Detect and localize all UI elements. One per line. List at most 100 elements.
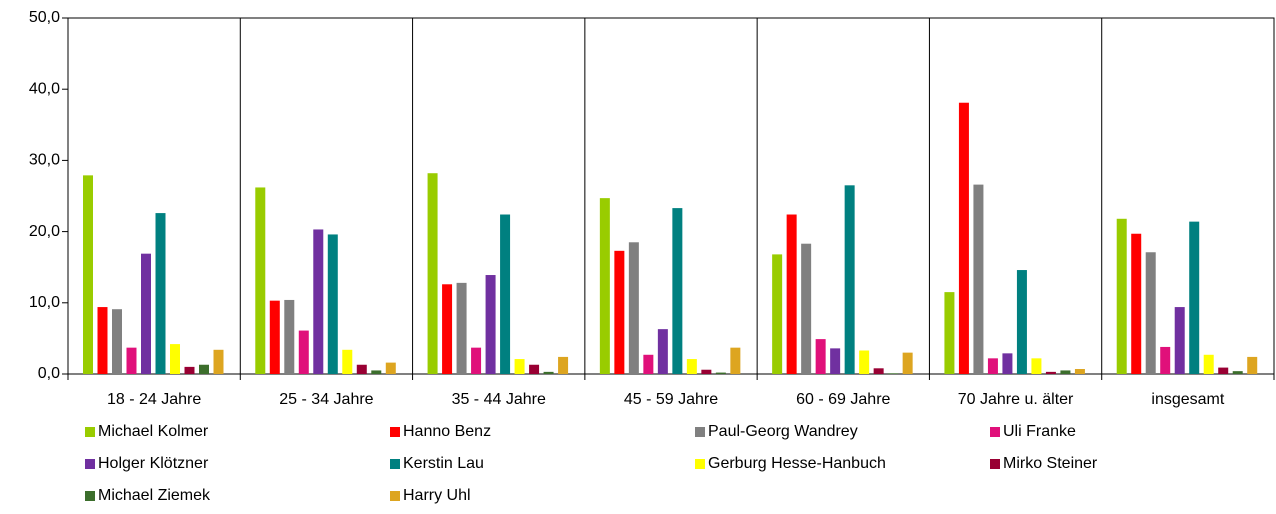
legend-swatch bbox=[695, 427, 705, 437]
bar bbox=[1060, 370, 1071, 374]
legend-label: Mirko Steiner bbox=[1003, 455, 1098, 472]
legend-swatch bbox=[390, 427, 400, 437]
bar bbox=[1160, 346, 1171, 374]
legend-swatch bbox=[390, 459, 400, 469]
x-tick-label: 35 - 44 Jahre bbox=[452, 391, 546, 408]
bar bbox=[830, 348, 841, 374]
bar bbox=[973, 184, 984, 374]
legend-swatch bbox=[990, 427, 1000, 437]
bar bbox=[815, 339, 826, 374]
bar bbox=[628, 242, 639, 374]
legend-swatch bbox=[695, 459, 705, 469]
bar bbox=[1002, 353, 1013, 374]
bar bbox=[1174, 307, 1185, 374]
legend-label: Gerburg Hesse-Hanbuch bbox=[708, 455, 886, 472]
bar bbox=[255, 187, 266, 374]
y-tick-label: 50,0 bbox=[29, 9, 60, 26]
bar bbox=[801, 243, 812, 374]
legend-label: Michael Ziemek bbox=[98, 487, 211, 504]
y-tick-label: 40,0 bbox=[29, 80, 60, 97]
bar bbox=[859, 350, 870, 374]
y-tick-label: 0,0 bbox=[38, 365, 60, 382]
bar bbox=[485, 275, 496, 374]
bar bbox=[1131, 233, 1142, 374]
bar bbox=[558, 356, 569, 374]
y-tick-label: 30,0 bbox=[29, 152, 60, 169]
legend-swatch bbox=[390, 491, 400, 501]
x-tick-label: 70 Jahre u. älter bbox=[958, 391, 1074, 408]
bar bbox=[371, 370, 382, 374]
x-tick-label: insgesamt bbox=[1151, 391, 1224, 408]
bar bbox=[786, 214, 797, 374]
legend-label: Michael Kolmer bbox=[98, 423, 209, 440]
bar bbox=[184, 366, 195, 374]
bar bbox=[199, 364, 209, 374]
x-tick-label: 18 - 24 Jahre bbox=[107, 391, 201, 408]
bar bbox=[514, 359, 525, 374]
legend-label: Harry Uhl bbox=[403, 487, 471, 504]
bar bbox=[1232, 371, 1243, 374]
bar bbox=[1045, 371, 1056, 374]
bar bbox=[342, 349, 353, 374]
bar bbox=[958, 102, 969, 374]
bar bbox=[155, 213, 166, 374]
bar bbox=[1218, 367, 1229, 374]
bar bbox=[672, 208, 683, 374]
bar bbox=[427, 173, 438, 374]
legend-swatch bbox=[990, 459, 1000, 469]
bar bbox=[902, 352, 913, 374]
bar bbox=[614, 250, 625, 374]
bar bbox=[112, 309, 122, 374]
bar bbox=[715, 372, 726, 374]
bar bbox=[944, 292, 955, 374]
legend-label: Holger Klötzner bbox=[98, 455, 209, 472]
bar bbox=[701, 369, 712, 374]
bar bbox=[888, 373, 899, 374]
legend-label: Paul-Georg Wandrey bbox=[708, 423, 858, 440]
bar bbox=[327, 234, 338, 374]
legend-label: Uli Franke bbox=[1003, 423, 1076, 440]
bar bbox=[97, 307, 108, 374]
bar bbox=[298, 330, 309, 374]
bar bbox=[543, 371, 554, 374]
bar bbox=[1189, 221, 1200, 374]
bar bbox=[1203, 354, 1214, 374]
bar bbox=[141, 253, 151, 374]
x-tick-label: 25 - 34 Jahre bbox=[279, 391, 373, 408]
bar bbox=[83, 175, 93, 374]
plot-area bbox=[67, 17, 1275, 375]
bar bbox=[456, 282, 467, 374]
bar bbox=[1031, 358, 1042, 374]
bar bbox=[873, 368, 884, 374]
x-tick-label: 45 - 59 Jahre bbox=[624, 391, 718, 408]
bar bbox=[1074, 369, 1085, 374]
bar bbox=[987, 358, 998, 374]
y-tick-label: 10,0 bbox=[29, 294, 60, 311]
bar bbox=[1016, 270, 1027, 374]
bar bbox=[599, 198, 610, 374]
bar bbox=[213, 349, 224, 374]
legend-swatch bbox=[85, 427, 95, 437]
bar bbox=[269, 300, 280, 374]
bar bbox=[170, 344, 180, 374]
legend-swatch bbox=[85, 491, 95, 501]
bar bbox=[313, 229, 324, 374]
bar bbox=[657, 329, 668, 374]
x-tick-label: 60 - 69 Jahre bbox=[796, 391, 890, 408]
bar bbox=[529, 364, 540, 374]
bar bbox=[284, 299, 295, 374]
bar bbox=[1116, 218, 1127, 374]
bar bbox=[844, 185, 855, 374]
legend-label: Hanno Benz bbox=[403, 423, 491, 440]
bar bbox=[500, 214, 511, 374]
legend-swatch bbox=[85, 459, 95, 469]
bar bbox=[1247, 356, 1258, 374]
legend-label: Kerstin Lau bbox=[403, 455, 484, 472]
bar bbox=[686, 359, 697, 374]
bar bbox=[126, 347, 137, 374]
bar bbox=[356, 364, 367, 374]
bar bbox=[1145, 252, 1156, 374]
bar bbox=[385, 362, 396, 374]
bar bbox=[471, 347, 482, 374]
